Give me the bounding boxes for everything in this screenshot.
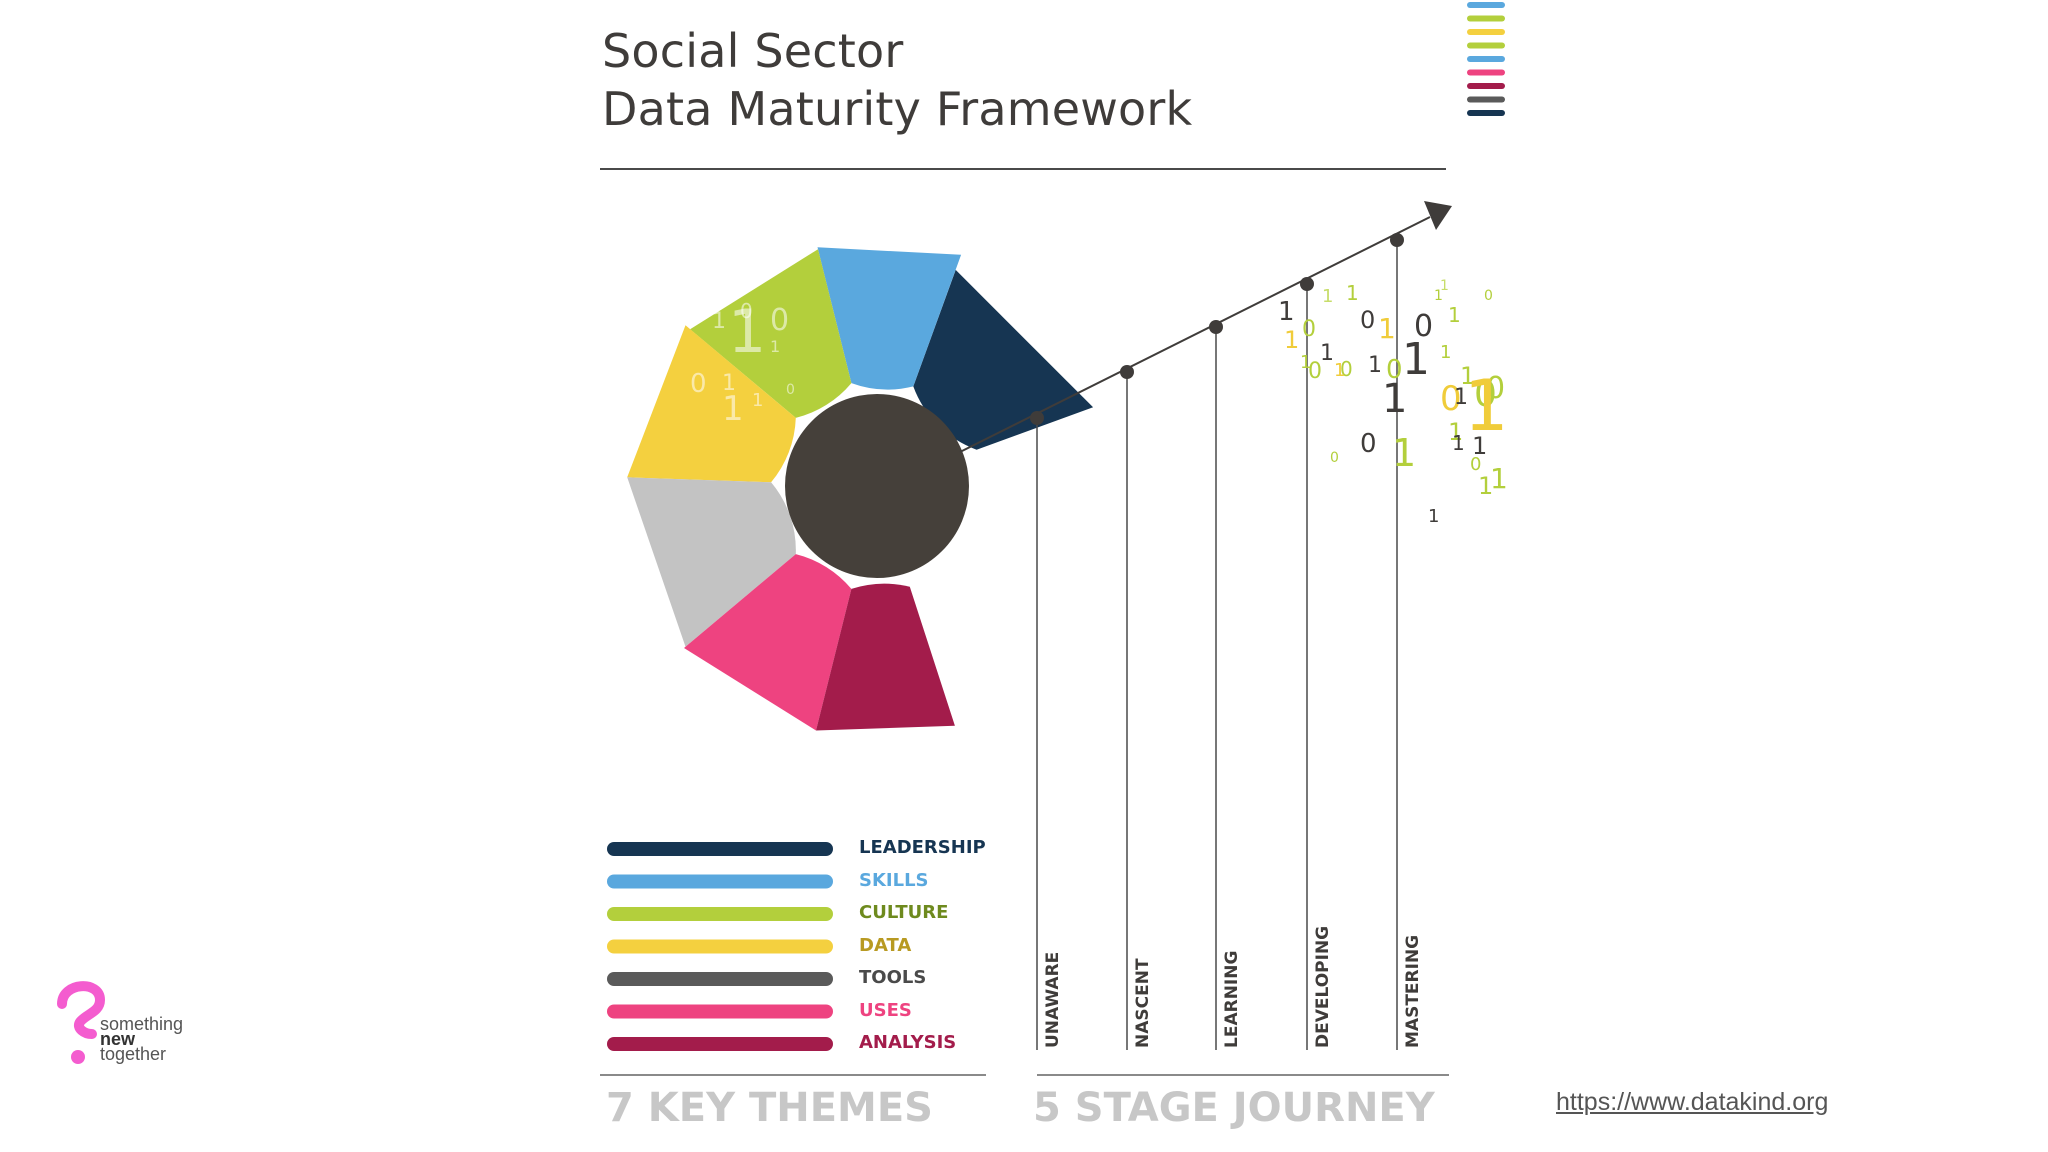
question-mark-icon — [57, 981, 106, 1064]
binary-digit: 0 — [1330, 450, 1339, 466]
wheel-digit: 1 — [752, 390, 763, 411]
wheel-digit: 1 — [728, 297, 766, 367]
stage-dot — [1030, 411, 1044, 425]
logo-line-1: something — [100, 1014, 184, 1034]
wheel-digit: 1 — [722, 389, 744, 429]
wheel-digit: 0 — [690, 369, 707, 399]
themes-wheel — [627, 247, 1094, 731]
binary-digit: 0 — [1360, 306, 1375, 334]
stage-label-nascent: NASCENT — [1133, 958, 1153, 1048]
logo-text: something new together — [100, 1014, 184, 1064]
color-stripes — [1467, 2, 1505, 116]
stage-label-developing: DEVELOPING — [1313, 925, 1333, 1048]
journey-arrowhead — [1424, 201, 1452, 230]
legend-label-leadership: LEADERSHIP — [859, 837, 986, 858]
binary-digit: 1 — [1448, 303, 1461, 327]
datakind-link[interactable]: https://www.datakind.org — [1556, 1088, 1829, 1116]
binary-digit: 1 — [1460, 362, 1475, 390]
binary-digit: 0 — [1486, 371, 1505, 406]
wheel-segment-tools — [627, 477, 796, 647]
binary-digit: 1 — [1322, 286, 1333, 307]
binary-digit: 1 — [1490, 462, 1508, 495]
binary-digit: 1 — [1454, 385, 1468, 410]
binary-digit: 1 — [1300, 352, 1311, 373]
stage-dot — [1300, 277, 1314, 291]
binary-digit: 1 — [1478, 472, 1493, 500]
legend-label-analysis: ANALYSIS — [859, 1032, 957, 1053]
binary-digit: 0 — [1308, 359, 1322, 384]
binary-digit: 1 — [1320, 341, 1334, 366]
binary-digit: 0 — [1360, 429, 1377, 459]
legend-label-data: DATA — [859, 934, 912, 956]
wheel-segment-skills — [817, 247, 962, 390]
binary-digit: 1 — [1472, 432, 1487, 460]
binary-digit: 1 — [1464, 365, 1509, 447]
binary-digit: 1 — [1382, 376, 1407, 422]
wheel-segment-uses — [684, 554, 852, 731]
wheel-digit: 0 — [786, 382, 795, 398]
wheel-segment-analysis — [816, 583, 955, 731]
stage-label-unaware: UNAWARE — [1043, 951, 1063, 1048]
stage-label-learning: LEARNING — [1222, 950, 1242, 1048]
wheel-digit: 1 — [770, 337, 780, 356]
page-title: Social Sector Data Maturity Framework — [602, 22, 1192, 138]
binary-digit: 0 — [1302, 317, 1316, 342]
binary-digit: 1 — [1346, 281, 1359, 305]
wheel-digit: 1 — [722, 371, 736, 396]
binary-digit: 1 — [1452, 431, 1465, 455]
binary-digit: 1 — [1434, 288, 1443, 304]
stage-dot — [1390, 233, 1404, 247]
stage-label-mastering: MASTERING — [1403, 934, 1423, 1048]
binary-digit: 1 — [1278, 297, 1295, 327]
binary-digit: 0 — [1474, 374, 1497, 415]
binary-digit: 1 — [1448, 418, 1463, 446]
binary-digit: 1 — [1440, 278, 1449, 294]
wheel-segment-data — [627, 325, 796, 483]
binary-digit: 1 — [1440, 342, 1451, 363]
legend-label-uses: USES — [859, 999, 912, 1021]
binary-digit: 0 — [1484, 288, 1493, 304]
themes-heading: 7 KEY THEMES — [606, 1085, 933, 1131]
wheel-digit: 1 — [712, 309, 726, 334]
legend-label-culture: CULTURE — [859, 902, 949, 923]
wheel-digit: 0 — [740, 299, 753, 323]
binary-digit: 1 — [1378, 312, 1396, 345]
legend-bars — [607, 842, 833, 1051]
binary-digit: 1 — [1402, 334, 1430, 385]
binary-digit: 0 — [1414, 309, 1433, 344]
wheel-segment-culture — [690, 249, 852, 418]
logo-line-2: new — [100, 1029, 136, 1049]
binary-digit: 1 — [1334, 360, 1345, 381]
binary-digit: 0 — [1470, 454, 1481, 475]
binary-digit: 1 — [1284, 326, 1299, 354]
wheel-segment-leadership — [913, 269, 1094, 450]
journey-heading: 5 STAGE JOURNEY — [1033, 1085, 1435, 1131]
legend-label-tools: TOOLS — [859, 967, 927, 988]
binary-digit: 1 — [1368, 353, 1382, 378]
stage-dot — [1120, 365, 1134, 379]
binary-digit: 0 — [1340, 357, 1353, 381]
wheel-digit: 0 — [770, 303, 789, 338]
title-line-1: Social Sector — [602, 24, 904, 78]
legend-label-skills: SKILLS — [859, 869, 929, 891]
binary-digit: 0 — [1386, 355, 1403, 385]
stage-dot — [1209, 320, 1223, 334]
stage-journey — [959, 201, 1452, 1050]
binary-digit: 0 — [1440, 379, 1462, 419]
title-line-2: Data Maturity Framework — [602, 82, 1193, 136]
binary-digit: 1 — [1428, 506, 1439, 527]
logo-line-3: together — [100, 1044, 167, 1064]
wheel-hub — [785, 394, 969, 578]
binary-digit: 1 — [1392, 431, 1416, 475]
